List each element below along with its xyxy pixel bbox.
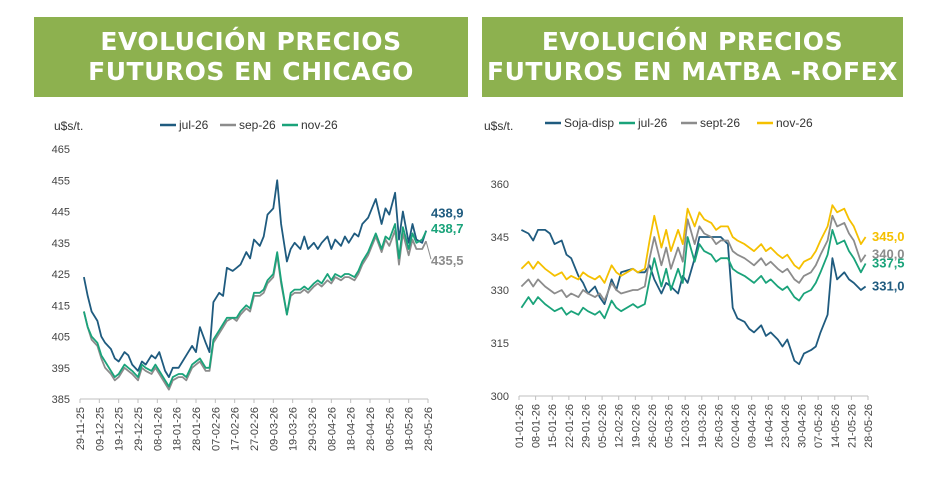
- chicago-y-tick-label: 435: [52, 238, 70, 250]
- matba-legend-label-sept-26: sept-26: [700, 116, 740, 130]
- matba-end-value-label-sept-26: 340,0: [872, 247, 905, 262]
- matba-y-tick-label: 360: [491, 179, 509, 191]
- matba-x-tick-label: 22-01-26: [564, 404, 576, 448]
- matba-end-value-label-nov-26: 345,0: [872, 229, 905, 244]
- chicago-legend-label-sep-26: sep-26: [239, 118, 276, 132]
- chicago-title-line2: FUTUROS EN CHICAGO: [88, 57, 414, 86]
- matba-x-tick-label: 29-01-26: [580, 404, 592, 448]
- matba-end-value-label-Soja-disp: 331,0: [872, 278, 905, 293]
- matba-end-value-label-jul-26: 337,5: [872, 256, 905, 271]
- matba-x-tick-label: 12-02-26: [614, 404, 626, 448]
- matba-title-line2: FUTUROS EN MATBA -ROFEX: [487, 57, 898, 86]
- matba-series-line-nov-26: [520, 204, 867, 284]
- chicago-series-line-sep-26: [83, 229, 427, 391]
- chicago-y-tick-label: 455: [52, 175, 70, 187]
- matba-y-tick-label: 330: [491, 285, 509, 297]
- matba-x-tick-label: 23-04-26: [780, 404, 792, 448]
- chicago-legend-label-jul-26: jul-26: [178, 118, 209, 132]
- matba-title-banner: EVOLUCIÓN PRECIOS FUTUROS EN MATBA -ROFE…: [482, 17, 903, 97]
- matba-x-tick-label: 07-05-26: [813, 404, 825, 448]
- chicago-x-tick-label: 08-05-26: [384, 407, 396, 451]
- chicago-series-line-jul-26: [83, 179, 427, 378]
- chicago-x-tick-label: 28-05-26: [423, 407, 435, 451]
- matba-legend-label-jul-26: jul-26: [637, 116, 668, 130]
- chicago-ylabel: u$s/t.: [54, 119, 83, 133]
- chicago-leader-line-sep-26: [425, 241, 432, 260]
- chicago-x-tick-label: 29-11-25: [75, 407, 87, 450]
- chicago-x-tick-label: 18-05-26: [404, 407, 416, 451]
- matba-x-tick-label: 08-01-26: [531, 404, 543, 448]
- chicago-x-tick-label: 18-04-26: [346, 407, 358, 451]
- matba-x-tick-label: 16-04-26: [763, 404, 775, 448]
- matba-ylabel: u$s/t.: [484, 119, 513, 133]
- chicago-x-tick-label: 17-02-26: [230, 407, 242, 451]
- matba-x-tick-label: 01-01-26: [514, 404, 526, 448]
- matba-x-tick-label: 05-03-26: [664, 404, 676, 448]
- chicago-x-tick-label: 28-01-26: [191, 407, 203, 451]
- matba-y-tick-label: 300: [491, 391, 509, 403]
- chicago-end-value-label-jul-26: 438,9: [431, 206, 464, 221]
- chicago-title-banner: EVOLUCIÓN PRECIOS FUTUROS EN CHICAGO: [34, 17, 468, 97]
- chicago-title-line1: EVOLUCIÓN PRECIOS: [100, 27, 402, 56]
- chicago-y-tick-label: 445: [52, 207, 70, 219]
- matba-x-tick-label: 26-02-26: [647, 404, 659, 448]
- chicago-x-tick-label: 27-02-26: [249, 407, 261, 451]
- chicago-x-tick-label: 18-01-26: [172, 407, 184, 451]
- chicago-series-line-nov-26: [83, 223, 427, 388]
- chicago-y-tick-label: 425: [52, 269, 70, 281]
- chicago-legend-label-nov-26: nov-26: [301, 118, 338, 132]
- chicago-y-tick-label: 395: [52, 363, 70, 375]
- matba-title-line1: EVOLUCIÓN PRECIOS: [541, 27, 844, 56]
- matba-x-tick-label: 19-02-26: [630, 404, 642, 448]
- chicago-x-tick-label: 29-03-26: [307, 407, 319, 451]
- matba-y-tick-label: 345: [491, 232, 509, 244]
- matba-x-tick-label: 30-04-26: [797, 404, 809, 448]
- matba-x-tick-label: 19-03-26: [697, 404, 709, 448]
- matba-x-tick-label: 21-05-26: [846, 404, 858, 448]
- chicago-x-tick-label: 08-01-26: [152, 407, 164, 451]
- matba-x-tick-label: 15-01-26: [547, 404, 559, 448]
- chicago-x-tick-label: 08-04-26: [326, 407, 338, 451]
- matba-x-tick-label: 14-05-26: [830, 404, 842, 448]
- chicago-x-tick-label: 29-12-25: [133, 407, 145, 451]
- matba-series-line-jul-26: [520, 229, 867, 320]
- chicago-y-tick-label: 415: [52, 300, 70, 312]
- chicago-y-tick-label: 465: [52, 144, 70, 156]
- chicago-x-tick-label: 19-03-26: [288, 407, 300, 451]
- matba-x-tick-label: 09-04-26: [747, 404, 759, 448]
- matba-x-tick-label: 05-02-26: [597, 404, 609, 448]
- chicago-end-value-label-nov-26: 438,7: [431, 221, 464, 236]
- matba-legend-label-Soja-disp: Soja-disp: [564, 116, 614, 130]
- chicago-y-tick-label: 405: [52, 332, 70, 344]
- chicago-x-tick-label: 19-12-25: [114, 407, 126, 451]
- chicago-x-tick-label: 09-03-26: [268, 407, 280, 451]
- matba-x-tick-label: 26-03-26: [713, 404, 725, 448]
- chicago-x-tick-label: 09-12-25: [94, 407, 106, 451]
- chicago-y-tick-label: 385: [52, 394, 70, 406]
- matba-legend-label-nov-26: nov-26: [776, 116, 813, 130]
- matba-x-tick-label: 28-05-26: [863, 404, 875, 448]
- matba-series-line-Soja-disp: [520, 229, 867, 366]
- matba-series-line-sept-26: [520, 214, 867, 302]
- chicago-end-value-label-sep-26: 435,5: [431, 253, 464, 268]
- matba-y-tick-label: 315: [491, 338, 509, 350]
- matba-x-tick-label: 12-03-26: [680, 404, 692, 448]
- chicago-x-tick-label: 28-04-26: [365, 407, 377, 451]
- chicago-x-tick-label: 07-02-26: [210, 407, 222, 451]
- matba-x-tick-label: 02-04-26: [730, 404, 742, 448]
